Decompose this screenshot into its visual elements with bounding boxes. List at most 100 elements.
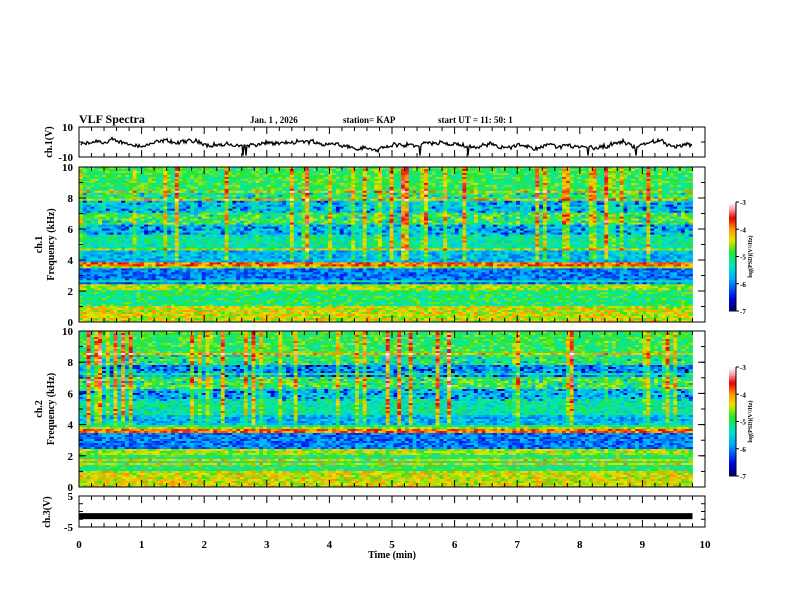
spectrogram-cell xyxy=(90,176,95,180)
spectrogram-cell xyxy=(500,198,505,202)
spectrogram-cell xyxy=(684,192,690,196)
spectrogram-cell xyxy=(117,172,122,176)
spectrogram-cell xyxy=(274,168,279,172)
spectrogram-cell xyxy=(665,198,670,202)
spectrogram-cell xyxy=(105,204,111,208)
spectrogram-cell xyxy=(117,196,122,200)
spectrogram-cell xyxy=(489,167,494,170)
spectrogram-cell xyxy=(121,170,126,174)
spectrogram-cell xyxy=(401,202,406,206)
spectrogram-cell xyxy=(205,180,210,184)
spectrogram-cell xyxy=(466,184,471,188)
spectrogram-cell xyxy=(519,190,525,194)
spectrogram-cell xyxy=(259,192,264,196)
spectrogram-cell xyxy=(615,182,621,186)
spectrogram-cell xyxy=(167,170,172,174)
spectrogram-cell xyxy=(657,196,663,200)
spectrogram-cell xyxy=(638,174,644,178)
spectrogram-cell xyxy=(554,188,559,192)
spectrogram-cell xyxy=(634,178,640,182)
spectrogram-cell xyxy=(611,182,617,186)
spectrogram-cell xyxy=(163,188,168,192)
spectrogram-cell xyxy=(416,167,421,170)
spectrogram-cell xyxy=(293,168,298,172)
spectrogram-cell xyxy=(677,182,682,186)
spectrogram-cell xyxy=(473,188,479,192)
spectrogram-cell xyxy=(634,196,640,200)
spectrogram-cell xyxy=(424,198,429,202)
spectrogram-cell xyxy=(462,188,467,192)
spectrogram-cell xyxy=(209,196,214,200)
spectrogram-cell xyxy=(424,176,429,180)
spectrogram-cell xyxy=(389,178,394,182)
spectrogram-cell xyxy=(443,167,448,170)
spectrogram-cell xyxy=(435,168,440,172)
spectrogram-cell xyxy=(558,180,563,184)
spectrogram-cell xyxy=(638,190,644,194)
spectrogram-cell xyxy=(282,182,287,186)
spectrogram-cell xyxy=(665,178,670,182)
spectrogram-cell xyxy=(228,168,233,172)
spectrogram-cell xyxy=(251,174,256,178)
spectrogram-cell xyxy=(439,170,444,174)
spectrogram-cell xyxy=(240,196,245,200)
spectrogram-cell xyxy=(424,184,429,188)
spectrogram-cell xyxy=(201,200,206,204)
spectrogram-cell xyxy=(378,186,383,190)
spectrogram-cell xyxy=(79,186,84,190)
spectrogram-cell xyxy=(615,192,621,196)
spectrogram-cell xyxy=(539,180,544,184)
spectrogram-cell xyxy=(638,200,644,204)
spectrogram-cell xyxy=(531,180,536,184)
spectrogram-cell xyxy=(132,182,137,186)
spectrogram-cell xyxy=(539,178,544,182)
spectrogram-cell xyxy=(171,200,176,204)
spectrogram-cell xyxy=(450,192,456,196)
spectrogram-cell xyxy=(519,182,525,186)
spectrogram-cell xyxy=(573,200,578,204)
spectrogram-cell xyxy=(489,186,494,190)
spectrogram-cell xyxy=(466,186,471,190)
spectrogram-cell xyxy=(443,200,448,204)
spectrogram-cell xyxy=(508,178,513,182)
spectrogram-cell xyxy=(228,167,233,170)
spectrogram-cell xyxy=(105,174,111,178)
spectrogram-cell xyxy=(427,194,433,198)
spectrogram-cell xyxy=(420,204,425,208)
spectrogram-cell xyxy=(328,190,333,194)
spectrogram-cell xyxy=(378,167,383,170)
spectrogram-cell xyxy=(266,188,272,192)
spectrogram-cell xyxy=(462,200,467,204)
spectrogram-cell xyxy=(339,170,344,174)
spectrogram-cell xyxy=(171,202,176,206)
spectrogram-cell xyxy=(263,198,268,202)
spectrogram-cell xyxy=(458,202,463,206)
spectrogram-cell xyxy=(596,174,601,178)
spectrogram-cell xyxy=(604,190,609,194)
spectrogram-cell xyxy=(98,194,103,198)
spectrogram-cell xyxy=(312,198,318,202)
spectrogram-cell xyxy=(362,167,367,170)
spectrogram-cell xyxy=(439,184,444,188)
spectrogram-cell xyxy=(535,168,540,172)
spectrogram-cell xyxy=(151,188,157,192)
spectrogram-cell xyxy=(266,180,272,184)
spectrogram-cell xyxy=(309,202,314,206)
spectrogram-cell xyxy=(608,200,613,204)
spectrogram-cell xyxy=(416,180,421,184)
spectrogram-cell xyxy=(657,172,663,176)
spectrogram-cell xyxy=(347,178,352,182)
spectrogram-cell xyxy=(473,202,479,206)
spectrogram-cell xyxy=(362,174,367,178)
spectrogram-cell xyxy=(236,192,241,196)
spectrogram-cell xyxy=(151,190,157,194)
spectrogram-cell xyxy=(404,204,410,208)
spectrogram-cell xyxy=(339,176,344,180)
spectrogram-cell xyxy=(194,188,199,192)
spectrogram-cell xyxy=(623,174,628,178)
spectrogram-cell xyxy=(516,194,521,198)
spectrogram-cell xyxy=(163,194,168,198)
spectrogram-cell xyxy=(615,168,621,172)
spectrogram-cell xyxy=(650,182,655,186)
